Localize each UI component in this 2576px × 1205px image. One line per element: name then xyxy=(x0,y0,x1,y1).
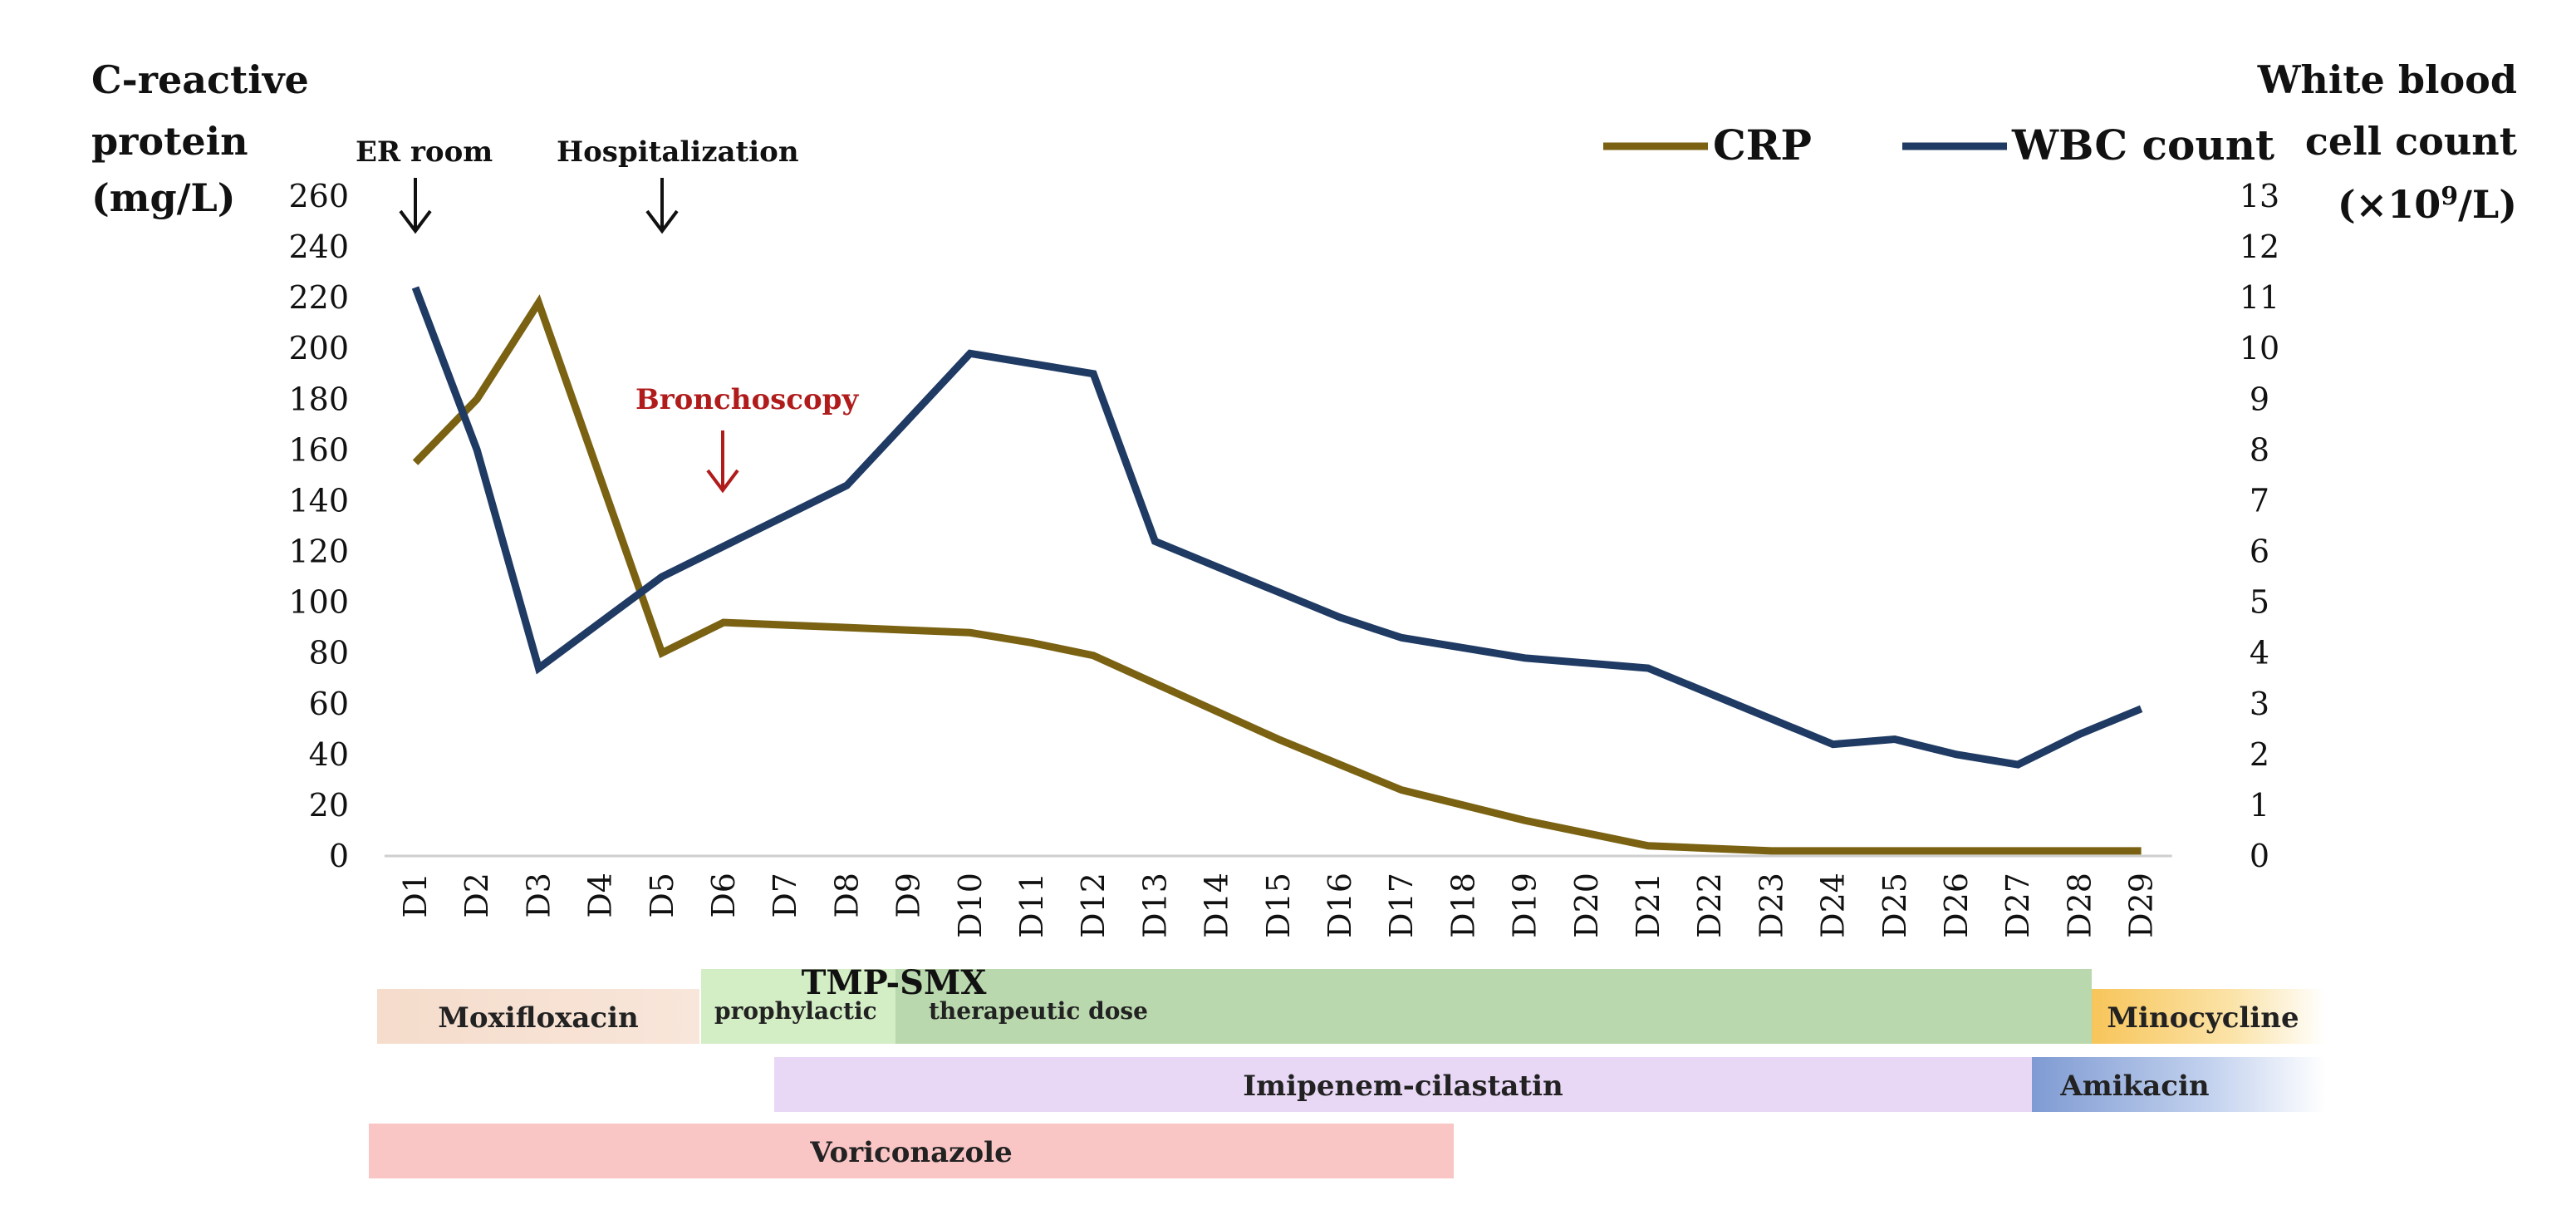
annotation-bronchoscopy-label: Bronchoscopy xyxy=(635,383,859,416)
x-tick-D3: D3 xyxy=(520,873,557,918)
x-tick-D26: D26 xyxy=(1938,873,1975,938)
x-tick-D9: D9 xyxy=(891,873,927,918)
left-tick-0: 0 xyxy=(329,838,349,874)
x-tick-D18: D18 xyxy=(1445,873,1481,938)
right-tick-13: 13 xyxy=(2240,178,2279,214)
x-tick-D17: D17 xyxy=(1383,873,1420,938)
treatment-bars: Moxifloxacin prophylactic therapeutic dose… xyxy=(369,963,2326,1178)
treatment-bar-voriconazole xyxy=(369,1124,1454,1178)
right-tick-5: 5 xyxy=(2250,584,2269,621)
series-line-wbc-count xyxy=(411,286,2143,769)
treatment-label-moxifloxacin: Moxifloxacin xyxy=(438,1001,639,1035)
x-axis-ticks: D1 D2 D3 D4 D5 D6 D7 D8 D9 D10 D11 D12 D13 D14 D15 D16 D… xyxy=(397,873,2160,938)
x-tick-D14: D14 xyxy=(1199,873,1235,938)
x-tick-D19: D19 xyxy=(1507,873,1543,938)
right-axis-title-unit: (×109/L) xyxy=(2338,182,2517,227)
right-tick-1: 1 xyxy=(2250,787,2269,824)
right-tick-9: 9 xyxy=(2250,381,2269,417)
x-tick-D5: D5 xyxy=(644,873,680,918)
annotation-layer: ER room Hospitalization Bronchoscopy xyxy=(356,135,859,494)
left-tick-20: 20 xyxy=(309,787,349,824)
right-tick-4: 4 xyxy=(2250,635,2269,671)
x-tick-D10: D10 xyxy=(952,873,989,938)
annotation-bronchoscopy-arrow xyxy=(706,430,739,494)
x-tick-D22: D22 xyxy=(1691,873,1728,938)
right-tick-2: 2 xyxy=(2250,736,2269,773)
right-tick-12: 12 xyxy=(2240,229,2279,265)
tmp-smx-phase-label-prophylactic: prophylactic xyxy=(714,997,877,1025)
x-tick-D13: D13 xyxy=(1136,873,1173,938)
left-tick-260: 260 xyxy=(288,178,349,214)
right-tick-3: 3 xyxy=(2250,686,2269,722)
right-axis-title-line-2: cell count xyxy=(2305,119,2518,164)
annotation-hospitalization-arrow xyxy=(645,178,679,234)
annotation-er-room-arrow xyxy=(399,178,432,234)
legend-label-wbc-count: WBC count xyxy=(2011,120,2274,170)
x-tick-D16: D16 xyxy=(1322,873,1358,938)
x-tick-D2: D2 xyxy=(459,873,495,918)
right-tick-0: 0 xyxy=(2250,838,2269,874)
x-tick-D12: D12 xyxy=(1075,873,1111,938)
x-tick-D29: D29 xyxy=(2123,873,2160,938)
right-tick-11: 11 xyxy=(2240,279,2279,316)
right-axis-unit-suffix: /L) xyxy=(2458,182,2517,227)
left-axis-ticks: 0 20 40 60 80 100 120 140 160 180 200 220 240 260 xyxy=(288,178,349,874)
right-axis-title-line-1: White blood xyxy=(2257,57,2517,102)
x-tick-D20: D20 xyxy=(1568,873,1605,938)
left-tick-40: 40 xyxy=(309,736,349,773)
treatment-bar-imipenem-cilastatin xyxy=(774,1057,2032,1112)
left-axis-title-line-1: C-reactive xyxy=(91,57,309,102)
left-axis-title-line-2: protein xyxy=(91,119,248,164)
legend-label-crp: CRP xyxy=(1713,120,1812,170)
treatment-bar-minocycline xyxy=(2092,989,2326,1044)
right-tick-8: 8 xyxy=(2250,431,2269,468)
x-tick-D15: D15 xyxy=(1260,873,1297,938)
left-tick-220: 220 xyxy=(288,279,349,316)
x-tick-D1: D1 xyxy=(397,873,434,918)
x-tick-D4: D4 xyxy=(582,873,619,918)
x-tick-D27: D27 xyxy=(1999,873,2036,938)
right-tick-6: 6 xyxy=(2250,534,2269,570)
annotation-er-room-label: ER room xyxy=(356,135,493,169)
left-tick-180: 180 xyxy=(288,381,349,417)
x-tick-D8: D8 xyxy=(828,873,865,918)
series-layer xyxy=(411,286,2143,855)
treatment-label-voriconazole: Voriconazole xyxy=(809,1136,1012,1169)
x-tick-D28: D28 xyxy=(2061,873,2098,938)
left-tick-240: 240 xyxy=(288,229,349,265)
tmp-smx-phase-bar-therapeutic-dose xyxy=(895,969,2092,1044)
x-tick-D23: D23 xyxy=(1753,873,1789,938)
left-tick-160: 160 xyxy=(288,431,349,468)
treatment-label-amikacin: Amikacin xyxy=(2059,1070,2209,1103)
tmp-smx-phase-label-therapeutic-dose: therapeutic dose xyxy=(929,997,1148,1025)
x-tick-D11: D11 xyxy=(1013,873,1050,938)
x-tick-D6: D6 xyxy=(705,873,742,918)
left-tick-60: 60 xyxy=(309,686,349,722)
treatment-label-imipenem-cilastatin: Imipenem-cilastatin xyxy=(1243,1070,1563,1103)
left-tick-80: 80 xyxy=(309,635,349,671)
left-tick-140: 140 xyxy=(288,482,349,519)
right-tick-7: 7 xyxy=(2250,482,2269,519)
left-tick-100: 100 xyxy=(288,584,349,621)
right-axis-unit-sup: 9 xyxy=(2441,182,2458,211)
treatment-label-tmp-smx: TMP-SMX xyxy=(802,963,987,1002)
legend: CRP WBC count xyxy=(1603,120,2274,170)
treatment-bar-amikacin xyxy=(2032,1057,2326,1112)
x-tick-D25: D25 xyxy=(1877,873,1913,938)
x-tick-D24: D24 xyxy=(1815,873,1852,938)
treatment-label-minocycline: Minocycline xyxy=(2107,1001,2299,1035)
right-axis-unit-prefix: (×10 xyxy=(2338,182,2441,227)
right-tick-10: 10 xyxy=(2240,330,2279,366)
left-axis-title-line-3: (mg/L) xyxy=(91,175,236,220)
x-tick-D7: D7 xyxy=(767,873,803,918)
tmp-smx-phase-bar-prophylactic xyxy=(701,969,895,1044)
left-tick-200: 200 xyxy=(288,330,349,366)
treatment-bar-moxifloxacin xyxy=(377,989,699,1044)
left-tick-120: 120 xyxy=(288,534,349,570)
series-line-crp xyxy=(412,294,2142,855)
annotation-hospitalization-label: Hospitalization xyxy=(557,135,799,169)
x-tick-D21: D21 xyxy=(1630,873,1666,938)
